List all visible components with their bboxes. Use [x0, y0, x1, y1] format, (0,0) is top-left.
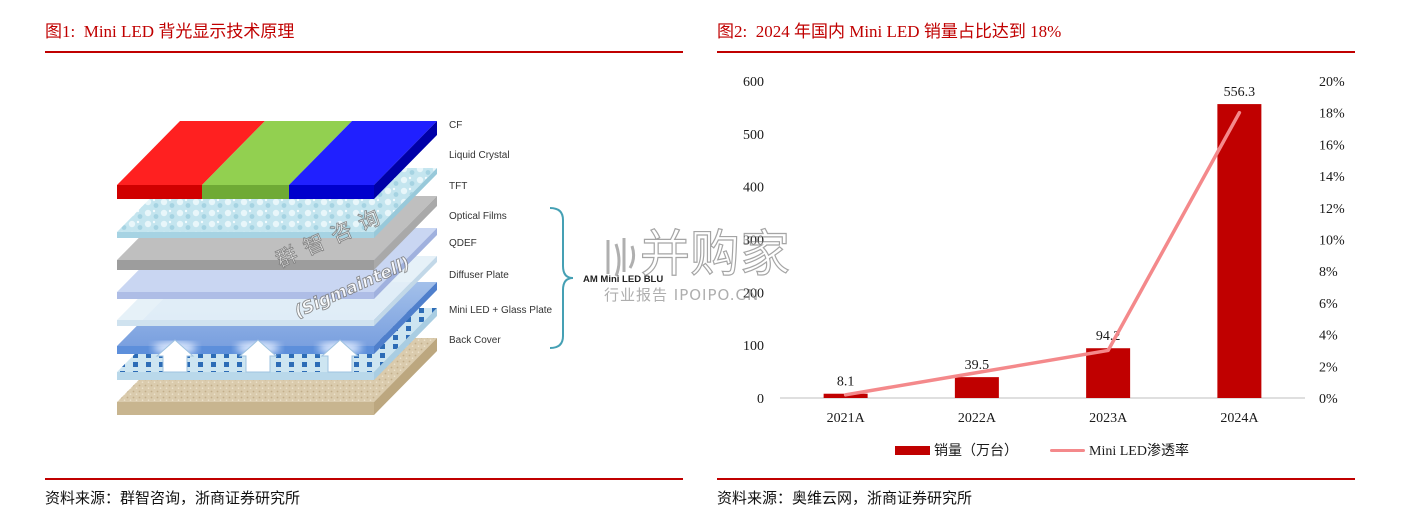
- layer-label-qdef: QDEF: [449, 238, 477, 249]
- legend-swatch-bar: [895, 445, 930, 455]
- penetration-rate-line: [843, 110, 1242, 397]
- y-right-tick-label-8pct: 8%: [1319, 265, 1338, 280]
- x-tick-label-2023A: 2023A: [1089, 411, 1128, 426]
- y-right-tick-label-12pct: 12%: [1319, 202, 1345, 217]
- layer-color-filter: [117, 121, 437, 199]
- y-right-tick-label-6pct: 6%: [1319, 297, 1338, 312]
- x-tick-label-2021A: 2021A: [827, 411, 866, 426]
- y-left-tick-label-100: 100: [743, 339, 764, 354]
- legend-item-sales: 销量（万台）: [895, 442, 1018, 459]
- y-right-tick-label-18pct: 18%: [1319, 107, 1345, 122]
- figure-1-top-rule: [45, 51, 683, 53]
- mini-led-backlight-diagram: CF Liquid Crystal TFT Optical Films QDEF…: [117, 120, 663, 415]
- x-tick-label-2022A: 2022A: [958, 411, 997, 426]
- figure-2-title: 图2: 2024 年国内 Mini LED 销量占比达到 18%: [717, 22, 1062, 41]
- y-left-tick-label-200: 200: [743, 286, 764, 301]
- arrow-up-icon: [155, 339, 195, 373]
- figure-1-title: 图1: Mini LED 背光显示技术原理: [45, 22, 295, 41]
- sales-penetration-chart: 0 100 200 300 400 500 600 0% 2% 4% 6% 8% 10% 12% 14% 16…: [743, 75, 1345, 426]
- figure-1-source: 资料来源：群智咨询，浙商证券研究所: [45, 491, 301, 507]
- y-left-tick-label-600: 600: [743, 75, 764, 90]
- y-right-tick-label-2pct: 2%: [1319, 360, 1338, 375]
- arrow-up-icon: [320, 339, 360, 373]
- x-tick-label-2024A: 2024A: [1220, 411, 1259, 426]
- legend-label-sales: 销量（万台）: [934, 444, 1018, 459]
- figure-2-source: 资料来源：奥维云网，浙商证券研究所: [717, 491, 973, 507]
- layer-label-cf: CF: [449, 120, 462, 131]
- y-right-tick-label-0pct: 0%: [1319, 392, 1338, 407]
- y-left-tick-label-300: 300: [743, 234, 764, 249]
- chart-marks: 0 100 200 300 400 500 600 0% 2% 4% 6% 8% 10% 12% 14% 16…: [743, 75, 1345, 426]
- figure-1-bottom-rule: [45, 478, 683, 480]
- layer-label-diffuser-plate: Diffuser Plate: [449, 270, 509, 281]
- y-left-tick-label-500: 500: [743, 128, 764, 143]
- bar-data-label-2021A: 8.1: [837, 375, 855, 390]
- legend-item-penetration: Mini LED渗透率: [1050, 442, 1189, 459]
- figure-2-top-rule: [717, 51, 1355, 53]
- bar-data-label-2022A: 39.5: [965, 358, 990, 373]
- bar-2022A: [954, 377, 999, 398]
- blu-bracket-label: AM Mini LED BLU: [583, 274, 663, 285]
- y-right-tick-label-16pct: 16%: [1319, 138, 1345, 153]
- layer-label-mini-led-glass-plate: Mini LED + Glass Plate: [449, 305, 553, 316]
- legend-swatch-line: [1050, 448, 1085, 452]
- y-right-tick-label-4pct: 4%: [1319, 329, 1338, 344]
- y-left-tick-label-0: 0: [757, 392, 764, 407]
- y-right-tick-label-14pct: 14%: [1319, 170, 1345, 185]
- bar-2024A: [1217, 104, 1262, 398]
- light-arrows: [155, 339, 360, 373]
- y-right-tick-label-20pct: 20%: [1319, 75, 1345, 90]
- layer-label-optical-films: Optical Films: [449, 211, 507, 222]
- arrow-up-icon: [238, 339, 278, 373]
- y-right-tick-label-10pct: 10%: [1319, 234, 1345, 249]
- layer-label-tft: TFT: [449, 181, 467, 192]
- layer-label-liquid-crystal: Liquid Crystal: [449, 150, 510, 161]
- blu-bracket: [549, 207, 574, 349]
- figure-2-bottom-rule: [717, 478, 1355, 480]
- bar-2023A: [1086, 348, 1131, 398]
- legend-label-penetration: Mini LED渗透率: [1089, 444, 1189, 459]
- y-left-tick-label-400: 400: [743, 181, 764, 196]
- bar-data-label-2024A: 556.3: [1224, 85, 1256, 100]
- layer-label-back-cover: Back Cover: [449, 335, 501, 346]
